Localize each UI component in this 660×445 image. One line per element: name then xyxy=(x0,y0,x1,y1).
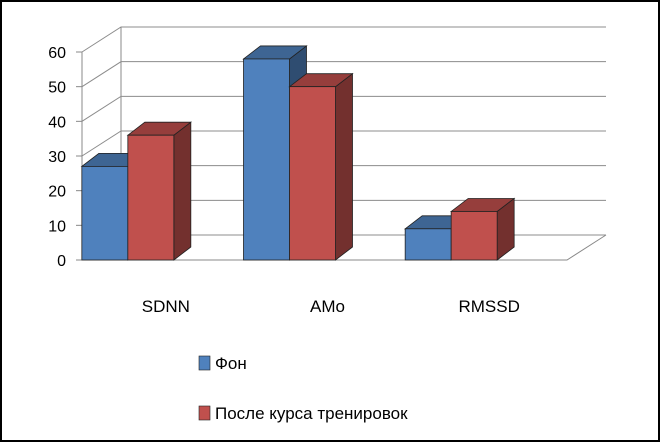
legend-swatch xyxy=(198,405,211,421)
legend-item-1: Фон xyxy=(198,354,247,373)
x-tick-label: AMo xyxy=(310,297,345,316)
y-tick-label: 20 xyxy=(48,184,66,201)
bar-amo-series-2 xyxy=(288,72,354,261)
bar-rmssd-series-2 xyxy=(449,197,516,261)
legend-label: Фон xyxy=(215,354,247,373)
chart-svg: 0 10 20 30 40 50 60 SDNN AMo RMSSD Фон После курс… xyxy=(48,26,607,423)
bar-front-face xyxy=(289,86,336,261)
legend-swatch xyxy=(198,355,211,371)
bar-sdnn-series-2 xyxy=(126,121,193,261)
y-tick-label: 0 xyxy=(57,253,66,270)
bar-front-face xyxy=(404,228,452,261)
legend: Фон После курса тренировок xyxy=(198,354,408,423)
gridline xyxy=(81,130,606,157)
bar-front-face xyxy=(81,165,129,261)
bars xyxy=(80,45,516,261)
bar-front-face xyxy=(127,134,175,261)
legend-label: После курса тренировок xyxy=(215,404,408,423)
gridline xyxy=(81,95,606,122)
y-axis: 0 10 20 30 40 50 60 xyxy=(48,45,83,270)
bar-side-face xyxy=(173,121,192,261)
legend-item-2: После курса тренировок xyxy=(198,404,408,423)
bar-side-face xyxy=(335,72,353,261)
x-axis-labels: SDNN AMo RMSSD xyxy=(142,297,520,316)
x-tick-label: RMSSD xyxy=(458,297,519,316)
bar-front-face xyxy=(450,211,498,261)
y-tick-label: 40 xyxy=(48,114,66,131)
x-tick-label: SDNN xyxy=(142,297,190,316)
bar-front-face xyxy=(243,58,290,261)
y-tick-label: 30 xyxy=(48,149,66,166)
y-tick-label: 60 xyxy=(48,45,66,62)
gridline xyxy=(81,61,606,88)
y-tick-label: 10 xyxy=(48,218,66,235)
y-tick-label: 50 xyxy=(48,80,66,97)
gridline xyxy=(81,26,606,53)
